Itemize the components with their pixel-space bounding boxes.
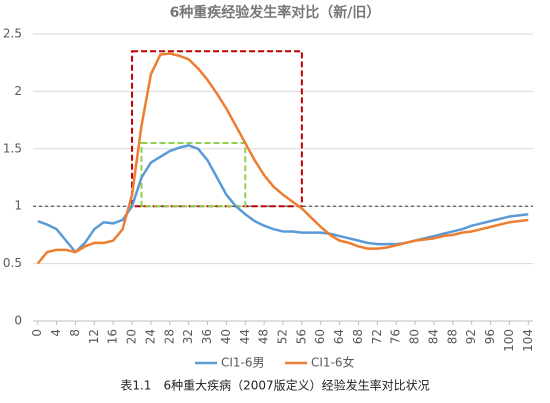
legend-label: CI1-6女 xyxy=(311,355,355,370)
x-tick-label: 12 xyxy=(87,329,101,344)
y-tick-label: 0.5 xyxy=(3,256,22,270)
x-tick-label: 0 xyxy=(30,329,44,337)
x-tick-label: 100 xyxy=(502,329,516,352)
x-tick-label: 44 xyxy=(238,329,252,344)
x-tick-label: 32 xyxy=(181,329,195,344)
x-tick-label: 76 xyxy=(389,329,403,344)
x-tick-label: 88 xyxy=(445,329,459,344)
x-tick-label: 4 xyxy=(49,329,63,337)
x-tick-label: 80 xyxy=(408,329,422,344)
x-tick-label: 68 xyxy=(351,329,365,344)
y-tick-label: 2.5 xyxy=(3,27,22,41)
y-tick-label: 1 xyxy=(14,199,22,213)
x-tick-label: 8 xyxy=(68,329,82,337)
x-tick-label: 16 xyxy=(106,329,120,344)
y-tick-label: 1.5 xyxy=(3,141,22,155)
x-tick-label: 20 xyxy=(125,329,139,344)
x-tick-label: 104 xyxy=(521,329,535,352)
series-line xyxy=(36,52,529,265)
x-tick-label: 96 xyxy=(483,329,497,344)
x-tick-label: 72 xyxy=(370,329,384,344)
y-tick-label: 2 xyxy=(14,84,22,98)
highlight-box xyxy=(131,50,303,208)
series-line xyxy=(37,144,529,254)
x-tick-label: 40 xyxy=(219,329,233,344)
x-tick-label: 56 xyxy=(294,329,308,344)
x-tick-label: 60 xyxy=(313,329,327,344)
chart-title: 6种重疾经验发生率对比（新/旧） xyxy=(170,4,381,21)
x-tick-label: 84 xyxy=(426,329,440,344)
x-tick-label: 92 xyxy=(464,329,478,344)
y-tick-label: 0 xyxy=(14,314,22,328)
x-tick-label: 48 xyxy=(257,329,271,344)
x-tick-label: 52 xyxy=(276,329,290,344)
caption: 表1.1 6种重大疾病（2007版定义）经验发生率对比状况 xyxy=(120,378,429,393)
x-tick-label: 64 xyxy=(332,329,346,344)
legend-label: CI1-6男 xyxy=(221,356,265,370)
highlight-box xyxy=(140,142,247,208)
x-tick-label: 24 xyxy=(143,329,157,344)
x-tick-label: 28 xyxy=(162,329,176,344)
x-tick-label: 36 xyxy=(200,329,214,344)
